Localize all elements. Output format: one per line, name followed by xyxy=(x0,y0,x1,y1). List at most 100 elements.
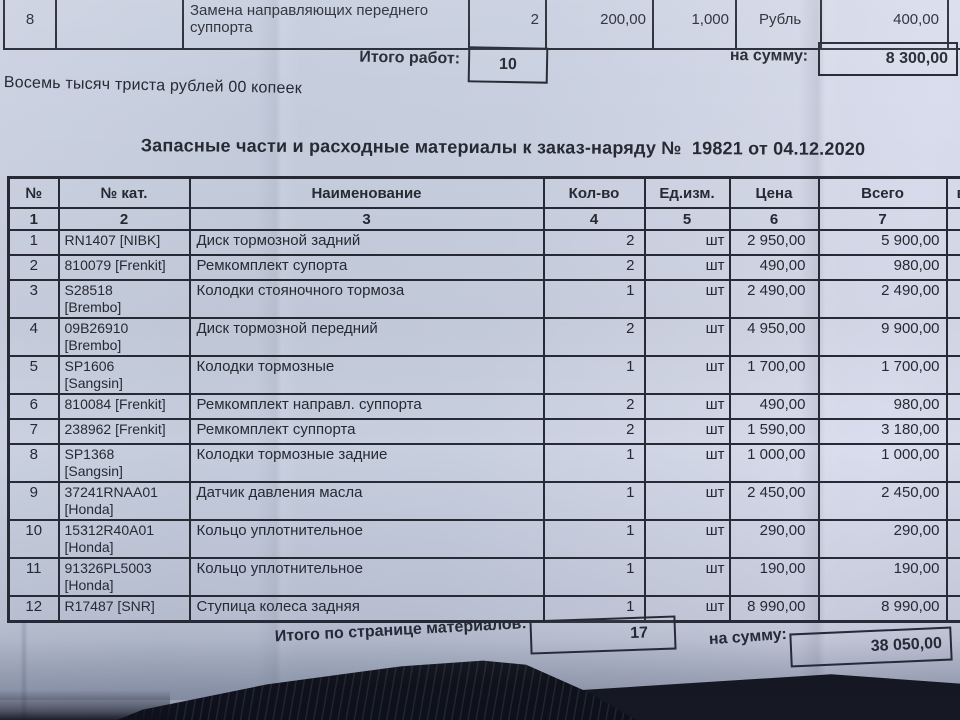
row-unit: шт xyxy=(643,595,731,623)
header-total: Всего xyxy=(817,176,948,209)
table-row: 10 15312R40A01 [Honda] Кольцо уплотнител… xyxy=(7,519,960,559)
table-row: 8 SP1368 [Sangsin] Колодки тормозные зад… xyxy=(7,443,960,483)
row-name: Колодки тормозные задние xyxy=(188,443,545,483)
row-price: 1 700,00 xyxy=(728,355,820,395)
row-num: 10 xyxy=(7,519,60,559)
row-qty: 2 xyxy=(542,229,646,256)
works-row-catalog xyxy=(55,0,184,50)
row-total: 1 000,00 xyxy=(817,443,948,483)
row-num: 8 xyxy=(7,443,60,483)
row-price: 2 450,00 xyxy=(728,481,820,521)
row-extra-cell xyxy=(945,519,960,559)
row-price: 2 950,00 xyxy=(728,229,820,256)
row-total: 190,00 xyxy=(817,557,948,597)
row-unit: шт xyxy=(643,393,731,420)
row-price: 8 990,00 xyxy=(728,595,820,623)
row-extra-cell xyxy=(945,355,960,395)
header-extra: в xyxy=(945,176,960,209)
table-row: 7 238962 [Frenkit] Ремкомплект суппорта … xyxy=(7,418,960,445)
row-num: 6 xyxy=(7,393,60,420)
row-name: Кольцо уплотнительное xyxy=(188,557,545,597)
header-price: Цена xyxy=(728,176,820,209)
row-unit: шт xyxy=(643,355,731,395)
row-qty: 1 xyxy=(542,557,646,597)
header-num: № xyxy=(7,176,60,209)
row-total: 9 900,00 xyxy=(817,317,948,357)
row-qty: 2 xyxy=(542,254,646,281)
table-row: 3 S28518 [Brembo] Колодки стояночного то… xyxy=(7,279,960,319)
row-qty: 1 xyxy=(542,443,646,483)
row-total: 3 180,00 xyxy=(817,418,948,445)
row-total: 980,00 xyxy=(817,393,948,420)
row-num: 4 xyxy=(7,317,60,357)
row-name: Кольцо уплотнительное xyxy=(188,519,545,559)
header-catalog: № кат. xyxy=(57,176,191,209)
row-num: 7 xyxy=(7,418,60,445)
col-index: 2 xyxy=(57,207,191,231)
works-row-num: 8 xyxy=(3,0,57,50)
row-price: 1 000,00 xyxy=(728,443,820,483)
row-unit: шт xyxy=(643,481,731,521)
works-row-unit: Рубль xyxy=(735,0,822,50)
row-qty: 2 xyxy=(542,317,646,357)
works-sum-value-box: 8 300,00 xyxy=(818,42,958,76)
parts-header-row: № № кат. Наименование Кол-во Ед.изм. Цен… xyxy=(7,176,960,209)
row-name: Ремкомплект супорта xyxy=(188,254,545,281)
row-price: 1 590,00 xyxy=(728,418,820,445)
row-price: 490,00 xyxy=(728,393,820,420)
row-extra-cell xyxy=(945,393,960,420)
row-total: 2 490,00 xyxy=(817,279,948,319)
col-index: 7 xyxy=(817,207,948,231)
row-num: 2 xyxy=(7,254,60,281)
row-extra-cell xyxy=(945,557,960,597)
row-qty: 1 xyxy=(542,355,646,395)
col-index-extra xyxy=(945,207,960,231)
row-unit: шт xyxy=(643,557,731,597)
table-row: 4 09B26910 [Brembo] Диск тормозной перед… xyxy=(7,317,960,357)
works-row-sum: 400,00 xyxy=(820,0,949,50)
table-row: 5 SP1606 [Sangsin] Колодки тормозные 1 ш… xyxy=(7,355,960,395)
row-extra-cell xyxy=(945,279,960,319)
works-total-qty-box: 10 xyxy=(467,46,549,84)
parts-table: № № кат. Наименование Кол-во Ед.изм. Цен… xyxy=(7,176,960,623)
row-num: 11 xyxy=(7,557,60,597)
row-catalog: 09B26910 [Brembo] xyxy=(57,317,191,357)
col-index: 1 xyxy=(7,207,60,231)
row-name: Диск тормозной передний xyxy=(188,317,545,357)
row-catalog: 810079 [Frenkit] xyxy=(57,254,191,281)
row-qty: 2 xyxy=(542,418,646,445)
row-num: 9 xyxy=(7,481,60,521)
col-index: 3 xyxy=(188,207,545,231)
row-price: 2 490,00 xyxy=(728,279,820,319)
row-unit: шт xyxy=(643,418,731,445)
row-catalog: SP1368 [Sangsin] xyxy=(57,443,191,483)
parts-rows: 1 RN1407 [NIBK] Диск тормозной задний 2 … xyxy=(7,229,960,623)
row-extra-cell xyxy=(945,595,960,623)
row-total: 2 450,00 xyxy=(817,481,948,521)
row-num: 12 xyxy=(7,595,60,623)
row-extra-cell xyxy=(945,229,960,256)
row-total: 8 990,00 xyxy=(817,595,948,623)
row-catalog: 810084 [Frenkit] xyxy=(57,393,191,420)
table-row: 2 810079 [Frenkit] Ремкомплект супорта 2… xyxy=(7,254,960,281)
row-total: 980,00 xyxy=(817,254,948,281)
row-unit: шт xyxy=(643,519,731,559)
table-row: 12 R17487 [SNR] Ступица колеса задняя 1 … xyxy=(7,595,960,623)
row-extra-cell xyxy=(945,481,960,521)
row-qty: 1 xyxy=(542,519,646,559)
works-row: 8 Замена направляющих переднего суппорта… xyxy=(3,0,960,50)
row-unit: шт xyxy=(643,254,731,281)
row-unit: шт xyxy=(643,279,731,319)
row-catalog: R17487 [SNR] xyxy=(57,595,191,623)
dark-background-left xyxy=(0,690,170,720)
works-sum-label: на сумму: xyxy=(729,47,809,65)
row-catalog: 37241RNAA01 [Honda] xyxy=(57,481,191,521)
col-index: 6 xyxy=(728,207,820,231)
parts-footer-sum-box: 38 050,00 xyxy=(789,626,953,668)
row-num: 3 xyxy=(7,279,60,319)
row-total: 5 900,00 xyxy=(817,229,948,256)
row-extra-cell xyxy=(945,254,960,281)
row-catalog: SP1606 [Sangsin] xyxy=(57,355,191,395)
row-name: Ремкомплект суппорта xyxy=(188,418,545,445)
